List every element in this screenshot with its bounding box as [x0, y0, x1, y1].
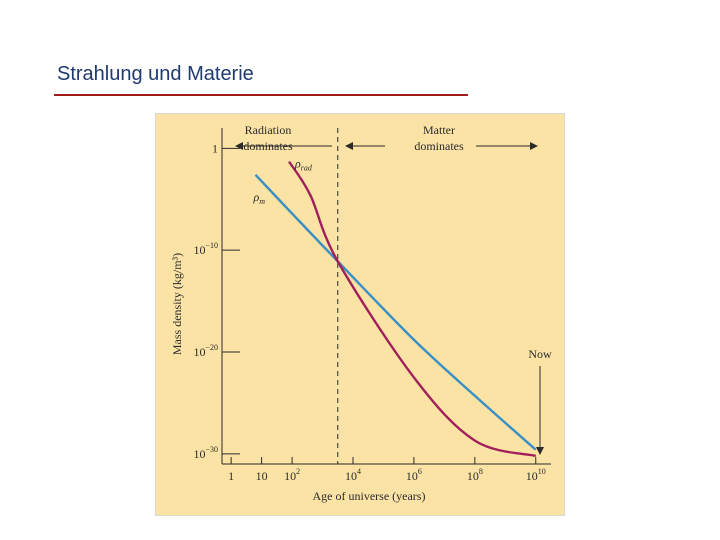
y-axis-title: Mass density (kg/m³)	[170, 253, 184, 355]
radiation-label-line1: Radiation	[245, 123, 292, 137]
x-tick-6-label: 1010	[526, 467, 546, 483]
x-axis-title: Age of universe (years)	[313, 489, 426, 503]
x-tick-4-label: 106	[406, 467, 422, 483]
title-underline	[54, 94, 468, 96]
chart-series: ρm ρrad	[253, 157, 537, 458]
y-tick-2-label: 10−20	[193, 343, 218, 359]
x-tick-0-label: 1	[228, 469, 234, 483]
slide-title: Strahlung und Materie	[57, 63, 254, 85]
chart-annotations: Radiation dominates Matter dominates Now…	[170, 123, 552, 503]
y-tick-0-label: 1	[212, 141, 218, 155]
matter-label-line1: Matter	[423, 123, 455, 137]
chart-figure: 1 10 102 104 106 108 1010 1 10−10 10−20 10−30 ρm ρr…	[155, 113, 565, 516]
now-label: Now	[528, 347, 552, 361]
x-tick-1-label: 10	[256, 469, 268, 483]
y-tick-1-label: 10−10	[193, 241, 218, 257]
chart-axes	[221, 128, 551, 465]
chart-ticks: 1 10 102 104 106 108 1010 1 10−10 10−20 10−30	[193, 141, 545, 483]
matter-label-line2: dominates	[414, 139, 464, 153]
x-tick-2-label: 102	[284, 467, 300, 483]
chart-svg: 1 10 102 104 106 108 1010 1 10−10 10−20 10−30 ρm ρr…	[170, 123, 552, 503]
series-line-radiation	[288, 160, 537, 458]
series-label-radiation: ρrad	[294, 157, 313, 173]
x-tick-3-label: 104	[345, 467, 361, 483]
series-line-matter	[254, 174, 537, 451]
y-tick-3-label: 10−30	[193, 445, 218, 461]
series-label-matter: ρm	[253, 190, 266, 206]
x-tick-5-label: 108	[467, 467, 483, 483]
